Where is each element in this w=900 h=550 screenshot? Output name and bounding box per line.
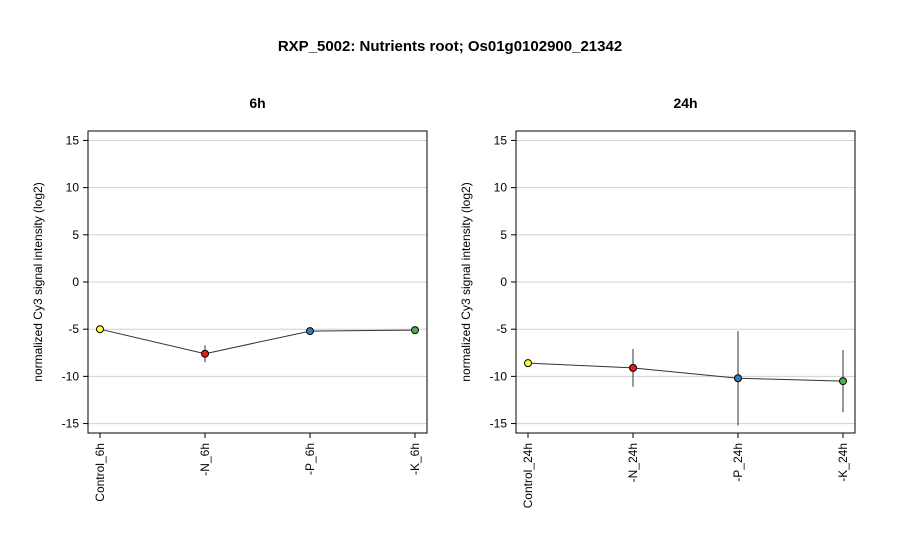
data-point [839, 377, 847, 386]
y-tick-label: 0 [500, 275, 507, 289]
y-axis-label: normalized Cy3 signal intensity (log2) [31, 182, 45, 381]
panel-title: 6h [249, 95, 265, 111]
y-tick-label: 10 [66, 181, 80, 195]
panel-title: 24h [673, 95, 697, 111]
x-tick-label: -K_24h [836, 443, 850, 482]
y-tick-label: 0 [72, 275, 79, 289]
y-tick-label: 5 [500, 228, 507, 242]
y-tick-label: -5 [496, 322, 507, 336]
y-axis-label: normalized Cy3 signal intensity (log2) [459, 182, 473, 381]
data-point [201, 349, 209, 358]
x-tick-label: Control_6h [93, 443, 107, 502]
x-tick-label: -P_24h [731, 443, 745, 482]
y-tick-label: -10 [490, 369, 508, 383]
data-point [734, 374, 742, 383]
data-point [306, 327, 314, 336]
x-tick-label: Control_24h [521, 443, 535, 508]
y-tick-label: -15 [490, 417, 508, 431]
data-point [96, 325, 104, 334]
data-point [524, 359, 532, 368]
series-line [99, 328, 416, 355]
figure-title: RXP_5002: Nutrients root; Os01g0102900_2… [277, 38, 623, 55]
plot-frame [515, 130, 856, 434]
data-point [629, 363, 637, 372]
y-tick-label: 5 [72, 228, 79, 242]
y-tick-label: -5 [68, 322, 79, 336]
x-tick-label: -N_24h [626, 443, 640, 482]
plot-frame [87, 130, 428, 434]
y-tick-label: 15 [494, 133, 508, 147]
x-tick-label: -P_6h [303, 443, 317, 475]
series-line [527, 362, 844, 382]
x-tick-label: -N_6h [198, 443, 212, 476]
chart-panel-0: 6h -15 -10 -5 0 5 10 15 normalized Cy3 signal in… [31, 95, 428, 502]
data-point [411, 326, 419, 335]
x-tick-label: -K_6h [408, 443, 422, 475]
y-tick-label: -15 [62, 417, 80, 431]
chart-panel-1: 24h -15 -10 -5 0 5 10 15 normalized Cy3 signal i… [459, 95, 856, 508]
y-tick-label: 15 [66, 133, 80, 147]
y-tick-label: -10 [62, 369, 80, 383]
y-tick-label: 10 [494, 181, 508, 195]
